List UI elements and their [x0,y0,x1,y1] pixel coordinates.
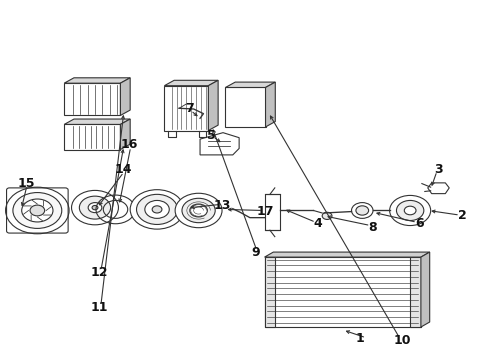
Circle shape [92,206,98,210]
Circle shape [396,201,424,221]
Text: 12: 12 [91,266,108,279]
Polygon shape [225,82,275,87]
Circle shape [5,187,69,234]
Bar [64,125,121,149]
Text: 8: 8 [368,221,377,234]
Polygon shape [200,133,239,155]
Text: 4: 4 [314,217,323,230]
Polygon shape [428,183,449,194]
Bar [265,257,275,327]
Circle shape [152,206,162,213]
Text: 10: 10 [393,334,411,347]
Circle shape [175,193,222,228]
Circle shape [356,206,368,215]
Bar [225,87,266,127]
Polygon shape [64,119,130,125]
Text: 5: 5 [207,129,216,142]
Text: 7: 7 [185,103,194,116]
Circle shape [351,203,373,219]
Polygon shape [64,78,130,83]
Polygon shape [121,119,130,149]
Circle shape [390,195,431,226]
Text: 3: 3 [434,163,442,176]
Circle shape [190,204,207,217]
Circle shape [404,206,416,215]
Circle shape [22,199,53,222]
Text: 9: 9 [251,246,260,259]
Circle shape [79,196,111,219]
Circle shape [13,193,62,228]
Circle shape [130,190,184,229]
Circle shape [182,198,215,223]
Polygon shape [266,82,275,127]
Circle shape [322,212,332,220]
Circle shape [137,194,177,225]
Text: 15: 15 [17,177,35,190]
Circle shape [30,205,45,216]
Text: 6: 6 [415,217,424,230]
Text: 2: 2 [458,210,467,222]
Polygon shape [208,80,218,131]
Text: 17: 17 [257,205,274,218]
Text: 14: 14 [114,163,132,176]
Polygon shape [121,78,130,116]
Circle shape [88,203,102,213]
Text: 1: 1 [355,332,364,345]
Bar [410,257,421,327]
Bar [265,257,421,327]
Polygon shape [421,252,430,327]
Text: 16: 16 [121,138,138,151]
Bar [64,83,121,116]
Circle shape [145,201,169,219]
Text: 13: 13 [214,199,231,212]
Polygon shape [265,252,430,257]
Bar [164,86,208,131]
Polygon shape [164,80,218,86]
Bar [265,194,280,230]
Text: 11: 11 [91,301,108,314]
Circle shape [72,190,119,225]
